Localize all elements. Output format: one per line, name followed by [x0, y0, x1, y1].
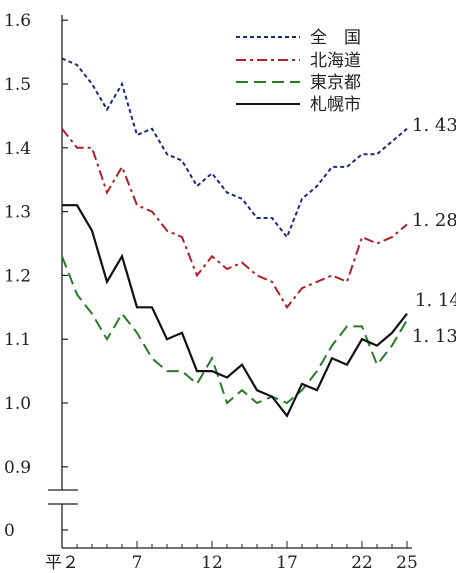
x-tick-label: 25 — [396, 553, 418, 573]
y-tick-label: 1.5 — [4, 75, 31, 95]
y-tick-label: 1.0 — [4, 394, 31, 414]
legend-label: 札幌市 — [310, 95, 361, 115]
x-tick-label: 12 — [201, 553, 223, 573]
y-tick-label: 1.1 — [4, 330, 31, 350]
y-tick-label: 1.3 — [4, 203, 31, 223]
legend-label: 全 国 — [310, 28, 361, 48]
x-tick-label: 22 — [351, 553, 373, 573]
series-line-3 — [61, 255, 408, 405]
x-tick-label: 平２ — [45, 553, 79, 573]
chart-axes: 0 0.9 1.0 1.1 1.2 1.3 1.4 1.5 1.6 平２ 7 12 17 22 25 — [4, 11, 418, 573]
y-tick-label: 1.4 — [4, 139, 31, 159]
series-layer — [61, 57, 408, 418]
y-tick-label: 0.9 — [4, 458, 31, 478]
x-tick-label: 17 — [276, 553, 298, 573]
y-tick-label: 0 — [4, 521, 15, 541]
y-tick-label: 1.6 — [4, 11, 31, 31]
end-labels: 1. 43 1. 28 1. 13 1. 14 — [412, 115, 456, 347]
series-line-2 — [61, 128, 408, 310]
x-tick-label: 7 — [132, 553, 143, 573]
end-value-label: 1. 14 — [415, 290, 456, 311]
series-line-4 — [62, 204, 408, 418]
end-value-label: 1. 43 — [412, 115, 456, 136]
legend-label: 東京都 — [310, 73, 361, 93]
y-tick-label: 1.2 — [4, 266, 31, 286]
series-line-1 — [61, 57, 408, 240]
end-value-label: 1. 13 — [412, 326, 456, 347]
end-value-label: 1. 28 — [412, 210, 456, 231]
legend-label: 北海道 — [310, 51, 361, 71]
